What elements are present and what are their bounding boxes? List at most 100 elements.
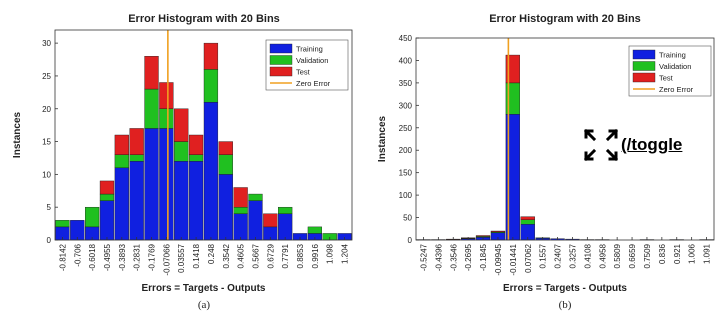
y-tick-label: 450 bbox=[399, 34, 413, 43]
y-tick-label: 350 bbox=[399, 79, 413, 88]
bar-training bbox=[114, 167, 129, 241]
bar-test bbox=[218, 141, 233, 155]
y-tick-label: 50 bbox=[403, 214, 412, 223]
y-tick-label: 10 bbox=[42, 170, 51, 179]
x-tick-label: 0.9916 bbox=[311, 243, 320, 268]
x-tick-label: 0.7791 bbox=[281, 243, 290, 268]
x-tick-label: 0.4605 bbox=[237, 243, 246, 268]
x-tick-label: 0.836 bbox=[658, 243, 667, 264]
legend-label: Training bbox=[296, 45, 323, 54]
bar-training bbox=[188, 161, 204, 241]
x-tick-label: 1.098 bbox=[326, 243, 335, 264]
bar-training bbox=[218, 174, 233, 241]
x-tick-label: 0.03557 bbox=[177, 243, 186, 272]
bar-test bbox=[129, 128, 144, 155]
bar-test bbox=[99, 180, 115, 195]
bar-validation bbox=[159, 108, 174, 129]
bar-validation bbox=[278, 206, 293, 214]
x-tick-label: 0.8853 bbox=[296, 243, 305, 268]
legend-swatch-training bbox=[269, 43, 293, 54]
bar-training bbox=[278, 213, 293, 241]
bar-test bbox=[159, 82, 174, 109]
legend-swatch-test bbox=[269, 66, 293, 77]
bar-test bbox=[263, 213, 278, 228]
fullscreen-icon bbox=[583, 128, 619, 162]
x-axis-label: Errors = Targets - Outputs bbox=[141, 283, 265, 294]
x-tick-label: 1.091 bbox=[703, 243, 712, 264]
legend-label: Zero Error bbox=[659, 85, 694, 94]
legend-swatch-validation bbox=[632, 61, 656, 71]
x-tick-label: -0.4955 bbox=[103, 243, 112, 271]
bar-training bbox=[248, 200, 263, 241]
bar-validation bbox=[55, 220, 70, 228]
legend-label: Test bbox=[659, 74, 674, 83]
x-tick-label: -0.1845 bbox=[479, 243, 488, 271]
x-tick-label: 0.4958 bbox=[598, 243, 607, 268]
y-tick-label: 15 bbox=[42, 138, 51, 147]
toggle-label: (/toggle bbox=[621, 135, 683, 154]
error-histogram-a: Error Histogram with 20 Bins 0 5 10 15 20 25 30… bbox=[12, 13, 353, 311]
x-tick-label: 0.3257 bbox=[568, 243, 577, 268]
bar-validation bbox=[114, 154, 129, 169]
x-tick-label: -0.8142 bbox=[58, 243, 67, 271]
y-tick-label: 200 bbox=[399, 146, 413, 155]
bar-training bbox=[144, 128, 159, 241]
x-tick-label: 0.3542 bbox=[222, 243, 231, 268]
figure-caption: (b) bbox=[559, 299, 572, 311]
y-tick-label: 0 bbox=[408, 236, 413, 245]
x-tick-label: -0.6018 bbox=[88, 243, 97, 271]
bar-validation bbox=[99, 193, 115, 201]
chart-title: Error Histogram with 20 Bins bbox=[489, 13, 641, 25]
x-tick-label: -0.01441 bbox=[509, 243, 518, 275]
y-axis-label: Instances bbox=[377, 115, 388, 162]
bar-test bbox=[114, 134, 129, 155]
x-tick-label: 0.5809 bbox=[613, 243, 622, 268]
bar-validation bbox=[174, 141, 189, 162]
x-tick-label: 0.7509 bbox=[643, 243, 652, 268]
y-tick-label: 100 bbox=[399, 191, 413, 200]
x-tick-label: 0.4108 bbox=[583, 243, 592, 268]
legend-label: Test bbox=[296, 68, 311, 77]
x-tick-label: -0.4396 bbox=[434, 243, 443, 271]
y-tick-label: 250 bbox=[399, 124, 413, 133]
x-tick-label: 0.921 bbox=[673, 243, 682, 264]
x-tick-label: 0.1418 bbox=[192, 243, 201, 268]
bar-training bbox=[99, 200, 115, 241]
y-tick-label: 0 bbox=[47, 236, 52, 245]
bar-training bbox=[159, 128, 174, 241]
bar-validation bbox=[218, 154, 233, 175]
x-tick-label: 0.1557 bbox=[539, 243, 548, 268]
bar-test bbox=[174, 108, 189, 142]
legend: Training Validation Test Zero Error bbox=[265, 39, 349, 91]
bar-validation bbox=[233, 206, 248, 214]
bar-training bbox=[203, 101, 219, 241]
error-histogram-b: Error Histogram with 20 Bins 0 50 100 150 200… bbox=[377, 13, 715, 311]
bar-validation bbox=[520, 219, 535, 225]
bar-validation bbox=[307, 226, 323, 234]
y-tick-label: 5 bbox=[47, 203, 52, 212]
x-tick-label: 0.6729 bbox=[266, 243, 275, 268]
x-tick-label: -0.2695 bbox=[464, 243, 473, 271]
legend-swatch-test bbox=[632, 72, 656, 83]
x-tick-label: -0.3893 bbox=[118, 243, 127, 271]
x-tick-label: 0.248 bbox=[207, 243, 216, 264]
x-tick-label: 0.2407 bbox=[554, 243, 563, 268]
legend: Training Validation Test Zero Error bbox=[628, 45, 712, 97]
toggle-fullscreen-link[interactable]: (/toggle bbox=[583, 128, 719, 162]
plot-frame bbox=[415, 37, 715, 241]
x-tick-label: -0.07066 bbox=[162, 243, 171, 275]
x-tick-label: -0.2831 bbox=[133, 243, 142, 271]
bar-validation bbox=[188, 154, 204, 162]
x-tick-label: -0.706 bbox=[73, 243, 82, 266]
y-tick-label: 300 bbox=[399, 101, 413, 110]
bar-validation bbox=[144, 88, 159, 129]
bar-test bbox=[490, 230, 506, 233]
bar-test bbox=[203, 42, 219, 70]
x-tick-label: -0.3546 bbox=[449, 243, 458, 271]
x-tick-label: 0.07062 bbox=[524, 243, 533, 272]
bar-test bbox=[233, 187, 248, 208]
bar-test bbox=[188, 134, 204, 155]
bar-validation bbox=[248, 193, 263, 201]
bar-training bbox=[233, 213, 248, 241]
x-tick-label: -0.09945 bbox=[494, 243, 503, 275]
